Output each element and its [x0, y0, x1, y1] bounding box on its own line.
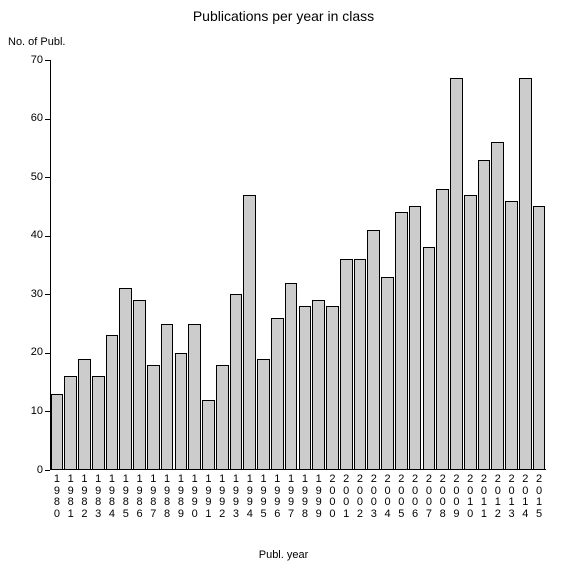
y-tick	[45, 119, 50, 120]
bar	[243, 195, 256, 470]
y-tick	[45, 411, 50, 412]
bar	[161, 324, 174, 470]
x-tick-label: 1999	[312, 474, 326, 520]
bar	[133, 300, 146, 470]
x-tick-label: 1995	[257, 474, 271, 520]
y-tick	[45, 236, 50, 237]
y-tick	[45, 470, 50, 471]
bar	[505, 201, 518, 470]
bar	[230, 294, 243, 470]
x-tick-label: 1984	[105, 474, 119, 520]
x-tick-label: 2003	[367, 474, 381, 520]
bar	[51, 394, 64, 470]
y-tick	[45, 177, 50, 178]
y-tick-label: 10	[31, 405, 43, 417]
x-tick-label: 2011	[477, 474, 491, 520]
y-tick	[45, 60, 50, 61]
x-tick-label: 2010	[463, 474, 477, 520]
y-tick-label: 70	[31, 54, 43, 66]
x-tick-label: 1983	[91, 474, 105, 520]
bar	[202, 400, 215, 470]
x-tick-label: 2007	[422, 474, 436, 520]
bar	[271, 318, 284, 470]
bar	[299, 306, 312, 470]
x-tick-label: 2000	[326, 474, 340, 520]
x-tick-label: 2014	[518, 474, 532, 520]
x-tick-label: 1997	[284, 474, 298, 520]
bar	[326, 306, 339, 470]
bar	[450, 78, 463, 470]
bar	[188, 324, 201, 470]
bar	[519, 78, 532, 470]
bar	[381, 277, 394, 470]
bar-chart: Publications per year in class No. of Pu…	[0, 0, 567, 567]
x-tick-label: 1981	[64, 474, 78, 520]
bar	[175, 353, 188, 470]
x-tick-label: 1994	[243, 474, 257, 520]
bar	[312, 300, 325, 470]
x-tick-label: 1993	[229, 474, 243, 520]
bar	[340, 259, 353, 470]
x-tick-label: 2005	[394, 474, 408, 520]
x-tick-label: 1980	[50, 474, 64, 520]
bar	[491, 142, 504, 470]
x-tick-label: 1985	[119, 474, 133, 520]
x-axis-label: Publ. year	[0, 549, 567, 561]
y-tick-label: 20	[31, 346, 43, 358]
bar	[257, 359, 270, 470]
x-tick-label: 2009	[450, 474, 464, 520]
x-tick-label: 1990	[188, 474, 202, 520]
bar	[395, 212, 408, 470]
bar	[285, 283, 298, 470]
bar	[216, 365, 229, 470]
bar	[367, 230, 380, 470]
x-tick-label: 1989	[174, 474, 188, 520]
x-tick-label: 1987	[146, 474, 160, 520]
x-tick-label: 2001	[339, 474, 353, 520]
x-tick-label: 1998	[298, 474, 312, 520]
x-tick-label: 2012	[491, 474, 505, 520]
x-tick-label: 2008	[436, 474, 450, 520]
x-tick-label: 2015	[532, 474, 546, 520]
bar	[464, 195, 477, 470]
y-tick	[45, 353, 50, 354]
bar	[423, 247, 436, 470]
x-tick-label: 1992	[215, 474, 229, 520]
x-tick-label: 2004	[381, 474, 395, 520]
bar	[64, 376, 77, 470]
y-axis-label: No. of Publ.	[8, 36, 65, 48]
x-tick-label: 2002	[353, 474, 367, 520]
bar	[354, 259, 367, 470]
x-tick-label: 1996	[270, 474, 284, 520]
x-tick-label: 1988	[160, 474, 174, 520]
bar	[147, 365, 160, 470]
bar	[436, 189, 449, 470]
x-tick-label: 2013	[505, 474, 519, 520]
y-tick-label: 0	[37, 464, 43, 476]
bar	[409, 206, 422, 470]
bar	[478, 160, 491, 470]
bar	[92, 376, 105, 470]
y-tick-label: 60	[31, 112, 43, 124]
x-tick-label: 2006	[408, 474, 422, 520]
y-tick-label: 40	[31, 229, 43, 241]
chart-title: Publications per year in class	[0, 8, 567, 24]
plot-area	[50, 60, 546, 470]
x-tick-label: 1982	[78, 474, 92, 520]
x-tick-label: 1986	[133, 474, 147, 520]
x-tick-label: 1991	[202, 474, 216, 520]
y-tick-label: 30	[31, 288, 43, 300]
bar	[78, 359, 91, 470]
bar	[533, 206, 546, 470]
bar	[119, 288, 132, 470]
y-tick-label: 50	[31, 171, 43, 183]
y-tick	[45, 294, 50, 295]
bar	[106, 335, 119, 470]
